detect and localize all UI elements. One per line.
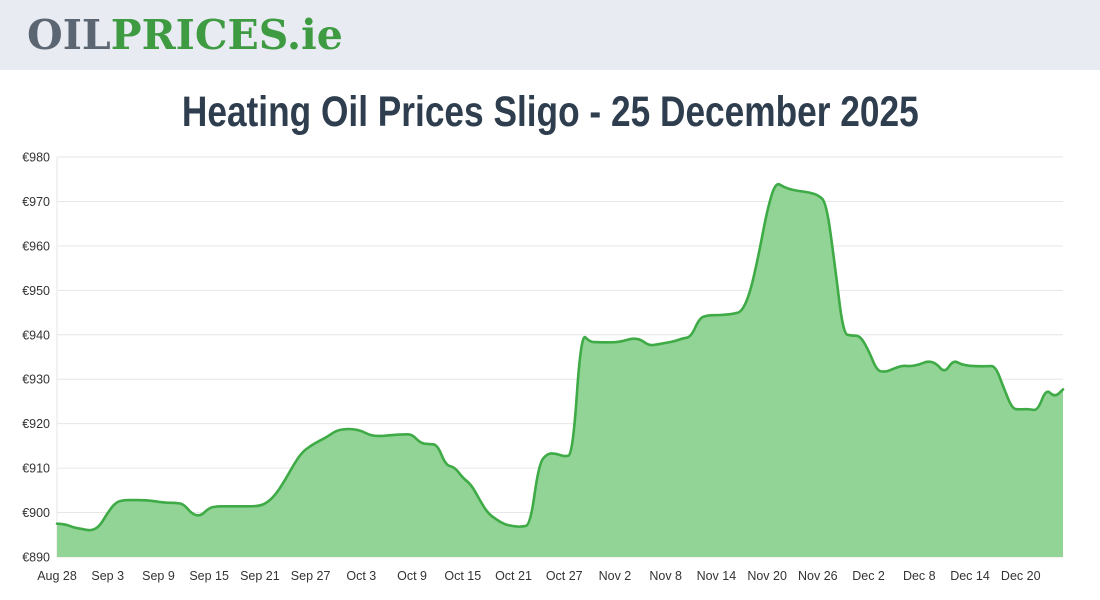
- y-axis-label: €960: [22, 239, 50, 253]
- x-axis-label: Dec 20: [1001, 569, 1041, 583]
- x-axis-label: Dec 14: [950, 569, 990, 583]
- price-line: [55, 182, 1065, 532]
- x-axis-label: Nov 8: [649, 569, 682, 583]
- x-axis-label: Oct 3: [346, 569, 376, 583]
- logo-text-prices: PRICES: [110, 10, 287, 59]
- x-axis-label: Sep 3: [91, 569, 124, 583]
- x-axis-label: Nov 26: [798, 569, 838, 583]
- page-title: Heating Oil Prices Sligo - 25 December 2…: [0, 88, 1100, 136]
- y-axis-label: €950: [22, 284, 50, 298]
- x-axis-label: Dec 8: [903, 569, 936, 583]
- x-axis-label: Oct 21: [495, 569, 532, 583]
- x-axis-label: Nov 14: [697, 569, 737, 583]
- y-axis-label: €930: [22, 373, 50, 387]
- x-axis-label: Aug 28: [37, 569, 77, 583]
- page-title-text: Heating Oil Prices Sligo - 25 December 2…: [181, 88, 919, 136]
- x-axis-label: Sep 9: [142, 569, 175, 583]
- site-logo[interactable]: OILPRICES.ie: [27, 14, 343, 56]
- y-axis-label: €970: [22, 195, 50, 209]
- x-axis-label: Oct 15: [444, 569, 481, 583]
- price-area-fill: [57, 184, 1063, 557]
- logo-text-oil: OIL: [27, 10, 111, 59]
- x-axis-label: Oct 27: [546, 569, 583, 583]
- x-axis-label: Nov 2: [599, 569, 632, 583]
- y-axis-label: €890: [22, 551, 50, 565]
- y-axis-label: €940: [22, 328, 50, 342]
- x-axis-label: Nov 20: [747, 569, 787, 583]
- x-axis-label: Dec 2: [852, 569, 885, 583]
- site-header: OILPRICES.ie: [0, 0, 1100, 70]
- x-axis-label: Sep 21: [240, 569, 280, 583]
- y-axis-label: €920: [22, 417, 50, 431]
- logo-text-ie: .ie: [286, 10, 343, 59]
- x-axis-label: Sep 27: [291, 569, 331, 583]
- y-axis-label: €900: [22, 506, 50, 520]
- y-axis-label: €910: [22, 462, 50, 476]
- x-axis-label: Sep 15: [189, 569, 229, 583]
- y-axis-label: €980: [22, 151, 50, 165]
- x-axis-label: Oct 9: [397, 569, 427, 583]
